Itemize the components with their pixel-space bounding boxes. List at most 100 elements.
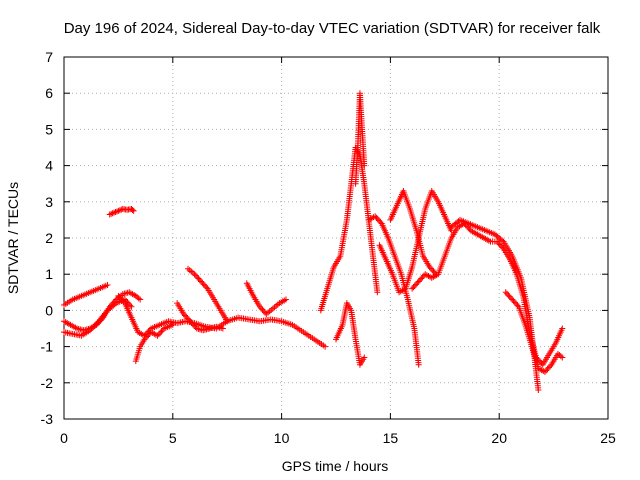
- data-point-interp: [505, 292, 512, 299]
- chart-title: Day 196 of 2024, Sidereal Day-to-day VTE…: [64, 20, 601, 37]
- y-tick-label: 5: [45, 121, 53, 137]
- data-point-interp: [157, 329, 164, 336]
- data-point-interp: [195, 275, 202, 282]
- data-point-interp: [514, 302, 521, 309]
- data-point: [361, 354, 368, 361]
- data-point-interp: [547, 363, 554, 370]
- data-point: [426, 263, 433, 270]
- data-point-interp: [504, 290, 511, 297]
- data-point-interp: [142, 334, 149, 341]
- y-tick-label: 1: [45, 266, 53, 282]
- data-point-interp: [414, 279, 421, 286]
- data-point-interp: [185, 316, 192, 323]
- data-point-interp: [411, 282, 418, 289]
- data-point-interp: [118, 295, 125, 302]
- data-point: [115, 207, 122, 214]
- data-point-interp: [507, 295, 514, 302]
- y-tick-label: -3: [41, 411, 54, 427]
- data-point-interp: [202, 282, 209, 289]
- data-point-interp: [413, 281, 420, 288]
- data-point: [559, 354, 566, 361]
- data-point-interp: [145, 332, 152, 339]
- data-point: [106, 211, 113, 218]
- data-point: [509, 296, 516, 303]
- data-point: [535, 387, 542, 394]
- data-point-interp: [189, 321, 196, 328]
- data-point-interp: [537, 358, 544, 365]
- y-axis-label: SDTVAR / TECUs: [5, 182, 21, 294]
- data-point-interp: [376, 217, 383, 224]
- data-point-interp: [116, 294, 123, 301]
- data-point-interp: [373, 214, 380, 221]
- data-point-interp: [196, 276, 203, 283]
- data-points: [61, 90, 566, 394]
- y-tick-label: 3: [45, 194, 53, 210]
- data-point-interp: [259, 306, 266, 313]
- data-point-interp: [181, 312, 188, 319]
- axis-ticks: 0 5 10 15 20 25 -3 -2 -1 0 1 2 3 4 5 6 7: [41, 49, 616, 446]
- x-tick-label: 0: [60, 430, 68, 446]
- grid-lines: [64, 57, 608, 419]
- data-point-interp: [418, 275, 425, 282]
- data-point: [219, 325, 226, 332]
- data-point-interp: [135, 295, 142, 302]
- data-point-interp: [260, 308, 267, 315]
- data-point-interp: [203, 284, 210, 291]
- data-point: [282, 296, 289, 303]
- data-point-interp: [544, 366, 551, 373]
- data-point: [541, 368, 548, 375]
- data-point-interp: [120, 298, 127, 305]
- data-point: [191, 271, 198, 278]
- data-point-interp: [111, 301, 118, 308]
- data-point-interp: [543, 367, 550, 374]
- data-point-interp: [377, 219, 384, 226]
- data-point: [141, 336, 148, 343]
- data-point: [409, 285, 416, 292]
- data-point: [415, 361, 422, 368]
- data-point-interp: [188, 319, 195, 326]
- data-point-interp: [410, 284, 417, 291]
- x-tick-label: 20: [491, 430, 507, 446]
- data-point-interp: [495, 240, 502, 247]
- y-tick-label: 2: [45, 230, 53, 246]
- data-point: [415, 278, 422, 285]
- data-point-interp: [144, 333, 151, 340]
- data-point: [180, 311, 187, 318]
- data-point-interp: [258, 305, 265, 312]
- data-point-interp: [109, 210, 116, 217]
- data-point: [361, 162, 368, 169]
- data-point-interp: [158, 328, 165, 335]
- data-point: [256, 303, 263, 310]
- x-axis-label: GPS time / hours: [282, 458, 389, 474]
- y-tick-label: -1: [41, 339, 54, 355]
- data-point-interp: [499, 237, 506, 244]
- data-point-interp: [429, 266, 436, 273]
- data-point: [198, 278, 205, 285]
- data-point: [374, 289, 381, 296]
- data-point: [224, 318, 231, 325]
- y-tick-label: 0: [45, 302, 53, 318]
- data-point: [104, 282, 111, 289]
- data-point-interp: [119, 297, 126, 304]
- data-point-interp: [496, 241, 503, 248]
- data-point-interp: [416, 276, 423, 283]
- x-tick-label: 15: [383, 430, 399, 446]
- data-point: [130, 207, 137, 214]
- data-point-interp: [116, 207, 123, 214]
- data-point-interp: [497, 242, 504, 249]
- data-point: [322, 343, 329, 350]
- data-point-interp: [108, 210, 115, 217]
- data-point: [169, 321, 176, 328]
- data-point: [559, 325, 566, 332]
- data-point-interp: [511, 299, 518, 306]
- data-point: [111, 209, 118, 216]
- data-point-interp: [129, 206, 136, 213]
- data-point: [115, 292, 122, 299]
- data-point-interp: [419, 274, 426, 281]
- data-point-interp: [113, 208, 120, 215]
- data-point-interp: [513, 300, 520, 307]
- data-point-interp: [194, 274, 201, 281]
- data-point: [494, 238, 501, 245]
- data-point-interp: [374, 216, 381, 223]
